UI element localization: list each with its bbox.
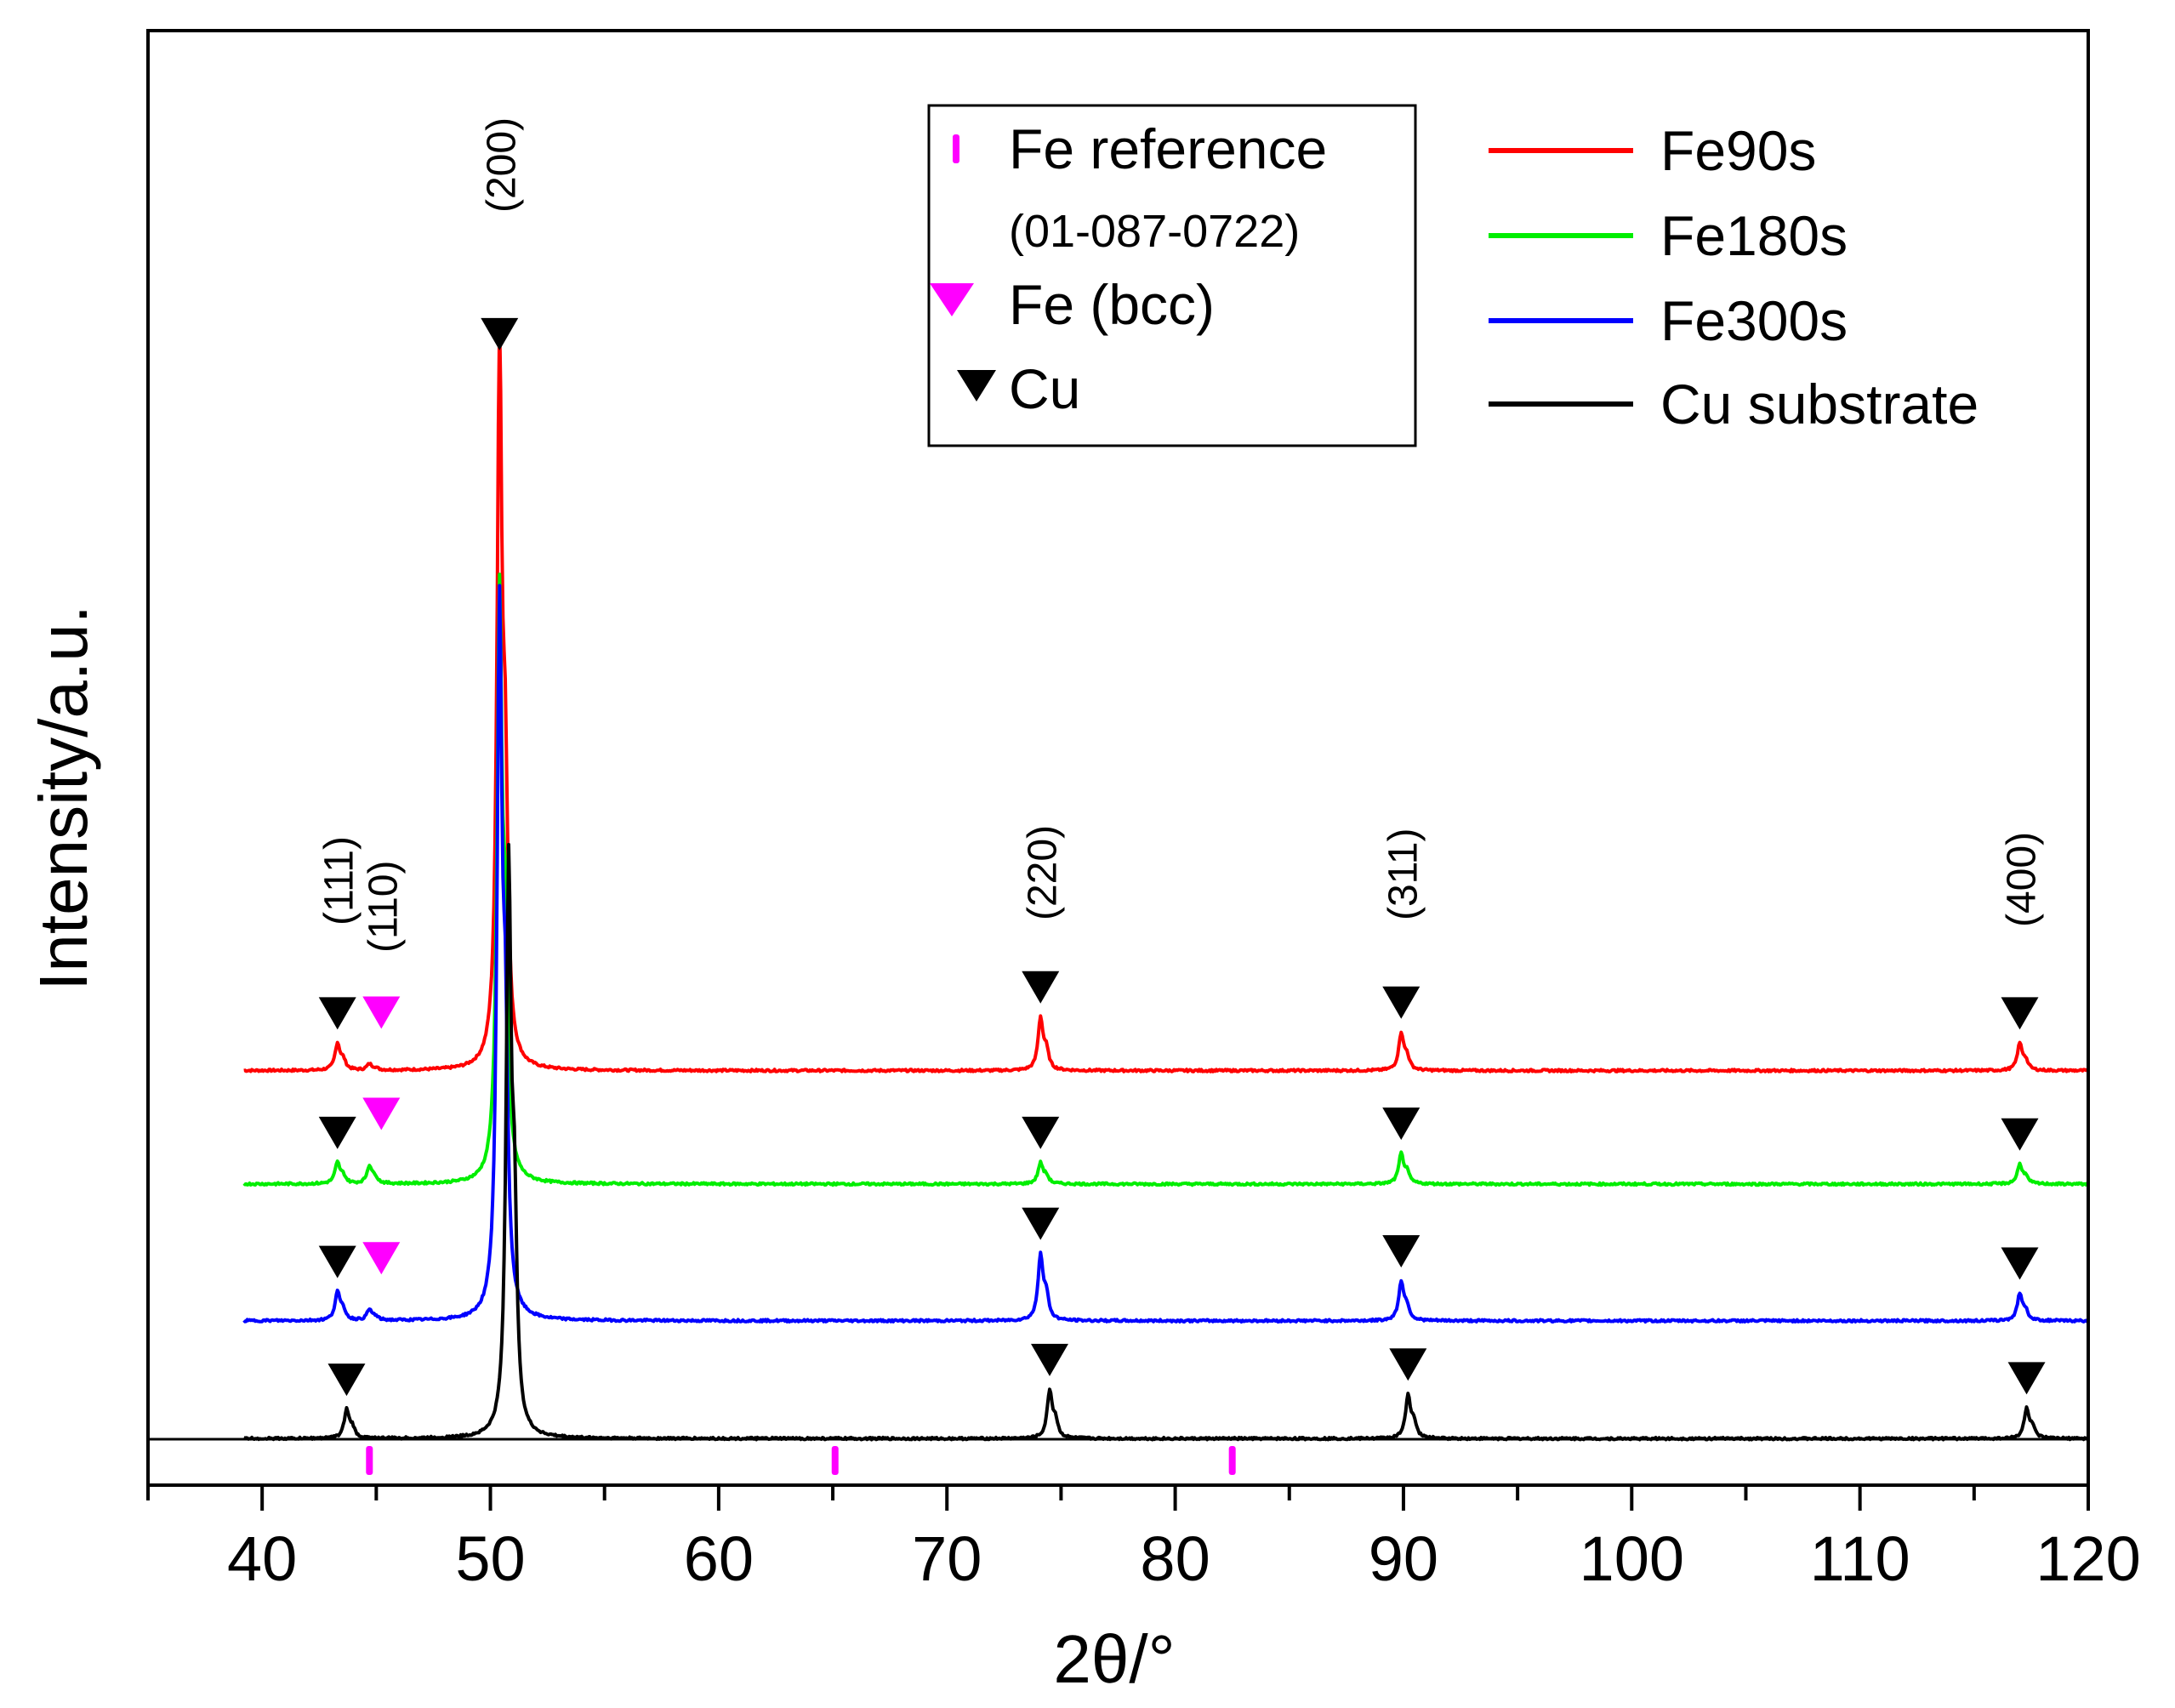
plot-frame	[146, 29, 2090, 1487]
x-tick-label: 120	[2036, 1523, 2140, 1594]
series-line-cu-substrate	[242, 842, 2090, 1442]
fe-reference-tick-3	[1228, 1446, 1236, 1475]
fe-reference-ticks	[366, 1446, 1236, 1475]
legend-label-cu-substrate: Cu substrate	[1660, 373, 1979, 436]
fe-bcc-peak-marker	[362, 1242, 401, 1275]
cu-peak-marker	[2007, 1362, 2046, 1395]
hkl-label: (311)	[1381, 828, 1426, 921]
x-tick-label: 90	[1369, 1523, 1438, 1594]
cu-peak-marker	[327, 1364, 366, 1397]
cu-peak-marker	[1382, 986, 1421, 1019]
cu-marker-icon	[957, 370, 996, 401]
cu-peak-marker	[1389, 1348, 1427, 1381]
cu-peak-marker	[2001, 1118, 2039, 1151]
cu-peak-marker	[318, 1245, 356, 1278]
hkl-label: (220)	[1020, 825, 1065, 920]
cu-peak-marker	[481, 317, 519, 350]
peak-markers	[318, 317, 2046, 1397]
cu-peak-marker	[2001, 997, 2039, 1030]
legend-fe-reference-card: (01-087-0722)	[1009, 206, 1300, 257]
legend-label-fe180s: Fe180s	[1660, 204, 1848, 267]
fe-reference-tick-1	[366, 1446, 373, 1475]
cu-peak-marker	[1022, 971, 1060, 1004]
x-tick-label: 70	[912, 1523, 982, 1594]
x-tick-label: 80	[1140, 1523, 1210, 1594]
hkl-label: (111)	[317, 836, 362, 925]
fe-bcc-marker-icon	[930, 283, 974, 316]
cu-peak-marker	[318, 1116, 356, 1149]
series-legend: Fe90s Fe180s Fe300s Cu substrate	[1489, 119, 1979, 436]
legend-cu: Cu	[1009, 357, 1080, 420]
x-axis-ticks: 40 50 60 70 80 90 100 110 120	[146, 1485, 2141, 1594]
cu-peak-marker	[1030, 1343, 1068, 1376]
hkl-label: (200)	[479, 117, 524, 213]
hkl-labels: (111)(110) (200) (220) (311) (400)	[317, 117, 2045, 953]
cu-peak-marker	[1382, 1107, 1421, 1141]
legend-label-fe90s: Fe90s	[1660, 119, 1816, 182]
cu-peak-marker	[1022, 1207, 1060, 1240]
cu-peak-marker	[2001, 1247, 2039, 1280]
fe-bcc-peak-marker	[362, 1097, 401, 1130]
series-layer	[242, 318, 2090, 1442]
series-line-fe300s	[242, 584, 2089, 1324]
x-tick-label: 100	[1580, 1523, 1684, 1594]
x-tick-label: 60	[684, 1523, 754, 1594]
series-line-fe90s	[243, 318, 2089, 1073]
series-line-fe180s	[242, 572, 2089, 1187]
marker-legend-box	[927, 104, 1417, 447]
x-tick-label: 50	[455, 1523, 525, 1594]
cu-peak-marker	[1382, 1235, 1421, 1268]
legend-label-fe300s: Fe300s	[1660, 289, 1848, 352]
hkl-label: (110)	[361, 861, 406, 954]
marker-legend: Fe reference (01-087-0722) Fe (bcc) Cu	[927, 104, 1417, 447]
cu-peak-marker	[318, 997, 356, 1030]
cu-peak-marker	[1022, 1116, 1060, 1149]
fe-reference-legend-swatch	[953, 134, 959, 163]
y-axis-label: Intensity/a.u.	[26, 605, 101, 991]
x-axis-label: 2θ/°	[1053, 1621, 1175, 1697]
legend-fe-reference: Fe reference	[1009, 117, 1327, 180]
x-tick-label: 40	[227, 1523, 297, 1594]
hkl-label: (400)	[1999, 832, 2044, 927]
x-tick-label: 110	[1810, 1523, 1910, 1594]
fe-bcc-peak-marker	[362, 996, 401, 1029]
fe-reference-tick-2	[831, 1446, 839, 1475]
legend-fe-bcc: Fe (bcc)	[1009, 273, 1215, 336]
